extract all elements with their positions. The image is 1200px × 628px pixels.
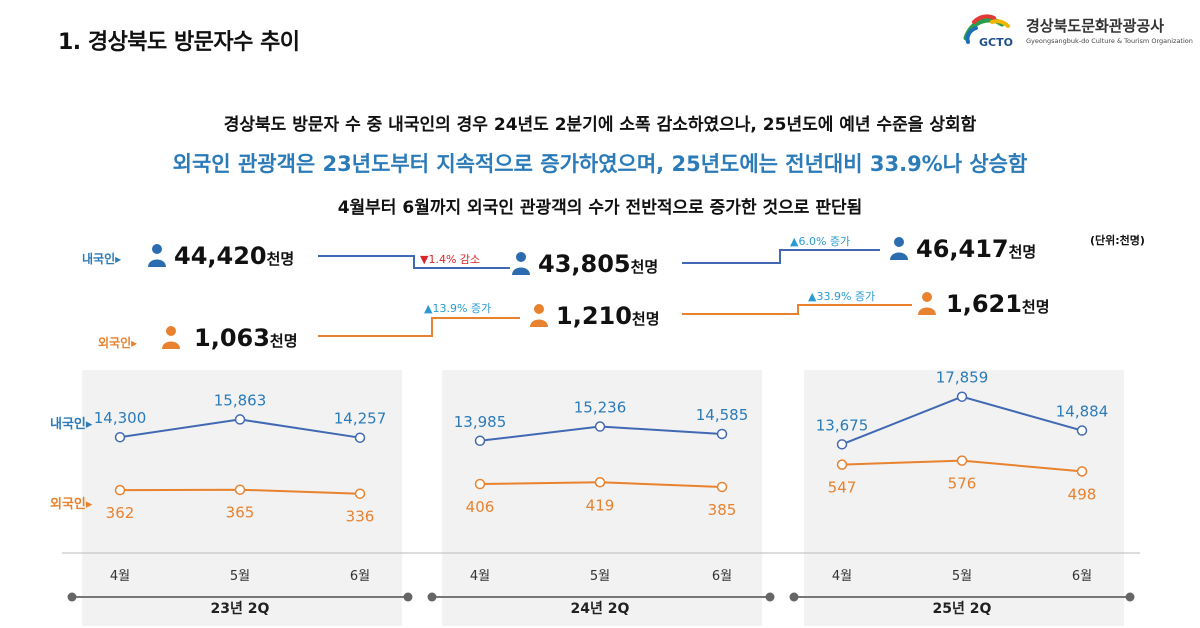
domestic-point [594, 421, 606, 432]
foreign-value-label: 576 [948, 475, 977, 493]
foreign-change-25: ▲33.9% 증가 [808, 290, 876, 303]
foreign-point [474, 478, 486, 490]
foreign-change-24: ▲13.9% 증가 [424, 302, 492, 315]
foreign-label: 외국인▸ [98, 336, 138, 350]
period-bar-end [403, 592, 413, 602]
domestic-point [836, 439, 848, 450]
month-tick-label: 4월 [470, 569, 490, 584]
month-tick-label: 4월 [832, 569, 852, 584]
domestic-change-25: ▲6.0% 증가 [790, 235, 851, 248]
domestic-value-label: 17,859 [936, 369, 989, 387]
domestic-point [354, 432, 366, 443]
unit-note: (단위:천명) [1090, 234, 1145, 247]
foreign-value-label: 362 [106, 504, 135, 522]
month-tick-label: 4월 [110, 569, 130, 584]
gcto-logo: GCTO 경상북도문화관광공사 Gyeongsangbuk-do Culture… [962, 12, 1193, 56]
foreign-total-24: 1,210천명 [556, 302, 660, 330]
foreign-total-25: 1,621천명 [946, 290, 1050, 318]
domestic-step-line [318, 255, 510, 269]
gcto-logo-mark: GCTO [963, 14, 1013, 49]
domestic-point [716, 428, 728, 440]
domestic-total-24: 43,805천명 [538, 250, 659, 278]
domestic-value-label: 14,884 [1056, 403, 1109, 421]
domestic-label: 내국인▸ [82, 252, 122, 266]
period-bar-end [789, 592, 799, 602]
foreign-value-label: 547 [828, 479, 857, 497]
foreign-total-23: 1,063천명 [194, 324, 298, 352]
summary-line-3: 4월부터 6월까지 외국인 관광객의 수가 전반적으로 증가한 것으로 판단됨 [337, 198, 863, 218]
domestic-point [114, 431, 126, 443]
foreign-point [114, 484, 126, 496]
month-tick-label: 5월 [230, 569, 250, 584]
foreign-person-icon [918, 292, 936, 315]
foreign-point [1076, 466, 1088, 477]
foreign-value-label: 406 [466, 498, 495, 516]
chart-domestic-label: 내국인▸ [50, 417, 93, 432]
month-tick-label: 6월 [1072, 569, 1092, 584]
summary-line-1: 경상북도 방문자 수 중 내국인의 경우 24년도 2분기에 소폭 감소하였으나… [223, 115, 977, 135]
foreign-point [716, 481, 728, 493]
foreign-value-label: 498 [1068, 485, 1097, 503]
foreign-step-line [318, 317, 520, 337]
domestic-person-icon [890, 237, 908, 260]
foreign-step-line-2 [682, 304, 912, 315]
domestic-point [234, 414, 246, 425]
month-tick-label: 5월 [590, 569, 610, 584]
period-label: 24년 2Q [571, 601, 630, 617]
foreign-value-label: 365 [226, 504, 255, 522]
summary-line-2: 외국인 관광객은 23년도부터 지속적으로 증가하였으며, 25년도에는 전년대… [172, 152, 1028, 176]
svg-text:GCTO: GCTO [979, 36, 1013, 49]
domestic-value-label: 13,675 [816, 416, 869, 434]
domestic-value-label: 14,257 [334, 410, 387, 428]
panel-25-2q [804, 370, 1124, 626]
foreign-person-icon [162, 326, 180, 349]
period-bar-end [1125, 592, 1135, 602]
gcto-name: 경상북도문화관광공사 [1026, 17, 1165, 35]
period-label: 25년 2Q [933, 601, 992, 617]
panel-23-2q [82, 370, 402, 626]
domestic-value-label: 13,985 [454, 413, 507, 431]
domestic-point [1076, 425, 1088, 436]
domestic-series-line [841, 395, 1083, 446]
domestic-person-icon [512, 252, 530, 275]
month-tick-label: 6월 [350, 569, 370, 584]
period-bar-end [427, 592, 437, 602]
panel-24-2q [442, 370, 762, 626]
domestic-value-label: 14,300 [94, 409, 147, 427]
domestic-step-line-2 [682, 249, 880, 264]
domestic-value-label: 15,863 [214, 391, 267, 409]
foreign-point [594, 477, 606, 488]
foreign-point [836, 459, 848, 470]
page-title: 1. 경상북도 방문자수 추이 [58, 30, 300, 55]
gcto-subtitle: Gyeongsangbuk-do Culture & Tourism Organ… [1026, 37, 1193, 45]
domestic-point [956, 391, 968, 402]
foreign-person-icon [530, 304, 548, 327]
foreign-point [354, 488, 366, 499]
foreign-value-label: 336 [346, 508, 375, 526]
domestic-value-label: 14,585 [696, 406, 749, 424]
domestic-value-label: 15,236 [574, 399, 627, 417]
month-tick-label: 5월 [952, 569, 972, 584]
foreign-point [234, 484, 246, 495]
domestic-change-24: ▼1.4% 감소 [420, 253, 481, 266]
chart-foreign-label: 외국인▸ [50, 497, 93, 512]
foreign-value-label: 385 [708, 501, 737, 519]
foreign-point [956, 455, 968, 466]
period-bar-end [765, 592, 775, 602]
domestic-point [474, 435, 486, 447]
foreign-value-label: 419 [586, 496, 615, 514]
domestic-total-23: 44,420천명 [174, 242, 295, 270]
period-bar-end [67, 592, 77, 602]
domestic-person-icon [148, 244, 166, 267]
month-tick-label: 6월 [712, 569, 732, 584]
period-label: 23년 2Q [211, 601, 270, 617]
domestic-total-25: 46,417천명 [916, 235, 1037, 263]
